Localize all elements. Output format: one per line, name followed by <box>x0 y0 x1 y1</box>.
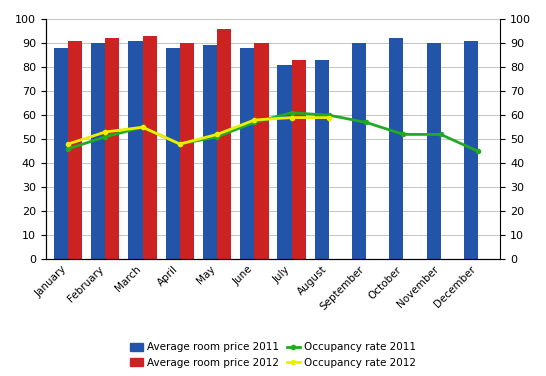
Bar <box>426 43 441 259</box>
Bar <box>277 65 292 259</box>
Bar <box>292 60 306 259</box>
Bar <box>217 29 232 259</box>
Bar <box>352 43 366 259</box>
Bar <box>203 45 217 259</box>
Bar <box>128 41 143 259</box>
Bar <box>68 41 82 259</box>
Bar <box>254 43 269 259</box>
Bar <box>240 48 254 259</box>
Bar <box>143 36 157 259</box>
Bar <box>389 38 403 259</box>
Bar <box>54 48 68 259</box>
Bar <box>464 41 478 259</box>
Bar <box>180 43 194 259</box>
Bar <box>105 38 120 259</box>
Legend: Average room price 2011, Average room price 2012, Occupancy rate 2011, Occupancy: Average room price 2011, Average room pr… <box>127 339 419 371</box>
Bar <box>165 48 180 259</box>
Bar <box>314 60 329 259</box>
Bar <box>91 43 105 259</box>
